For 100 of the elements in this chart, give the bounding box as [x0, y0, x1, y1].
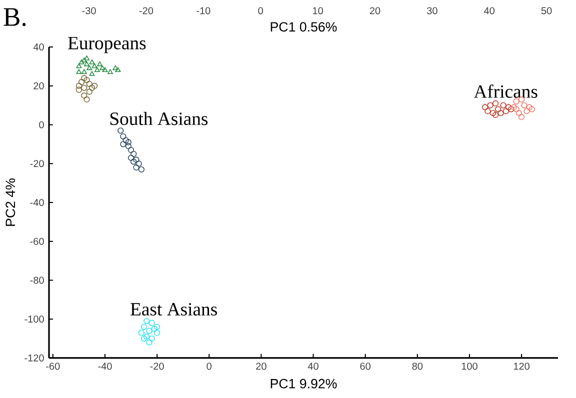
point: [76, 86, 82, 93]
y-tick-label: -40: [30, 198, 44, 206]
x2-tick-label: 20: [370, 7, 380, 14]
point: [130, 150, 137, 157]
y-tick-label: -100: [24, 316, 44, 323]
point: [490, 110, 496, 116]
point: [81, 75, 88, 82]
x-axis-title: PC1 9.92%: [270, 378, 337, 388]
point: [120, 133, 126, 140]
x2-tick-label: -30: [82, 7, 96, 14]
point: [498, 110, 504, 116]
point: [81, 84, 88, 91]
point: [100, 65, 106, 70]
x2-tick-label: -10: [196, 7, 210, 14]
point: [76, 82, 82, 89]
point: [92, 63, 98, 68]
point: [140, 335, 148, 342]
point: [495, 106, 502, 112]
x-tick-label: 40: [308, 362, 318, 370]
point: [76, 69, 82, 74]
point: [84, 61, 90, 66]
point: [151, 326, 158, 332]
series-label: Europeans: [68, 36, 146, 54]
point: [508, 106, 514, 112]
point: [516, 110, 522, 116]
point: [138, 330, 144, 336]
point: [94, 67, 100, 72]
point: [521, 102, 528, 108]
point: [140, 324, 148, 330]
point: [138, 166, 144, 173]
y-tick-label: 40: [33, 43, 44, 51]
x2-tick-label: 10: [312, 7, 323, 14]
point: [144, 334, 150, 340]
x-tick-label: 120: [514, 362, 530, 370]
y-tick-label: 20: [34, 82, 44, 90]
x2-tick-label: 40: [484, 7, 495, 14]
x2-tick-label: 0: [258, 7, 263, 14]
point: [513, 106, 520, 112]
point: [115, 67, 121, 72]
point: [118, 128, 124, 134]
point: [84, 96, 90, 103]
x2-axis-title: PC1 0.56%: [270, 22, 337, 32]
point: [112, 65, 118, 70]
point: [502, 108, 509, 114]
point: [125, 139, 132, 146]
point: [146, 339, 152, 346]
point: [500, 102, 506, 108]
x-tick-label: 80: [412, 362, 423, 370]
point: [133, 164, 140, 171]
point: [86, 80, 92, 87]
point: [148, 335, 155, 342]
point: [487, 102, 494, 108]
point: [89, 71, 95, 76]
point: [136, 160, 142, 167]
point: [492, 100, 499, 106]
point: [86, 88, 92, 95]
point: [154, 324, 160, 330]
point: [86, 65, 92, 70]
y-tick-label: -80: [30, 276, 44, 284]
point: [133, 156, 140, 163]
point: [78, 78, 85, 86]
x-tick-label: -40: [98, 362, 112, 370]
point: [128, 154, 134, 161]
point: [81, 69, 87, 74]
point: [84, 76, 90, 84]
point: [144, 318, 150, 324]
x-tick-label: 60: [360, 362, 370, 370]
x-tick-label: 0: [206, 362, 212, 370]
point: [122, 137, 129, 144]
point: [81, 92, 88, 99]
x2-tick-label: -20: [139, 7, 154, 14]
point: [484, 108, 491, 114]
series-label: South Asians: [110, 112, 208, 126]
series-label: East Asians: [130, 303, 217, 316]
point: [148, 320, 155, 326]
point: [146, 328, 152, 334]
y-tick-label: 0: [39, 121, 44, 128]
x-tick-label: -20: [150, 362, 164, 370]
point: [524, 108, 530, 114]
point: [89, 59, 95, 64]
y-tick-label: -120: [24, 354, 44, 362]
point: [510, 104, 517, 110]
point: [526, 104, 532, 110]
point: [97, 61, 102, 66]
x-tick-label: 20: [256, 362, 266, 370]
point: [84, 56, 90, 60]
point: [91, 82, 98, 89]
point: [76, 63, 82, 68]
point: [154, 330, 160, 336]
series-label: Africans: [474, 84, 538, 98]
point: [518, 114, 525, 120]
x2-tick-label: 50: [541, 7, 552, 14]
point: [120, 141, 126, 148]
point: [492, 112, 499, 118]
y-axis-title: PC2 4%: [6, 178, 16, 226]
x-tick-label: 100: [462, 362, 478, 370]
point: [81, 58, 87, 62]
point: [130, 158, 137, 165]
point: [107, 69, 113, 74]
y-tick-label: -60: [30, 238, 44, 245]
